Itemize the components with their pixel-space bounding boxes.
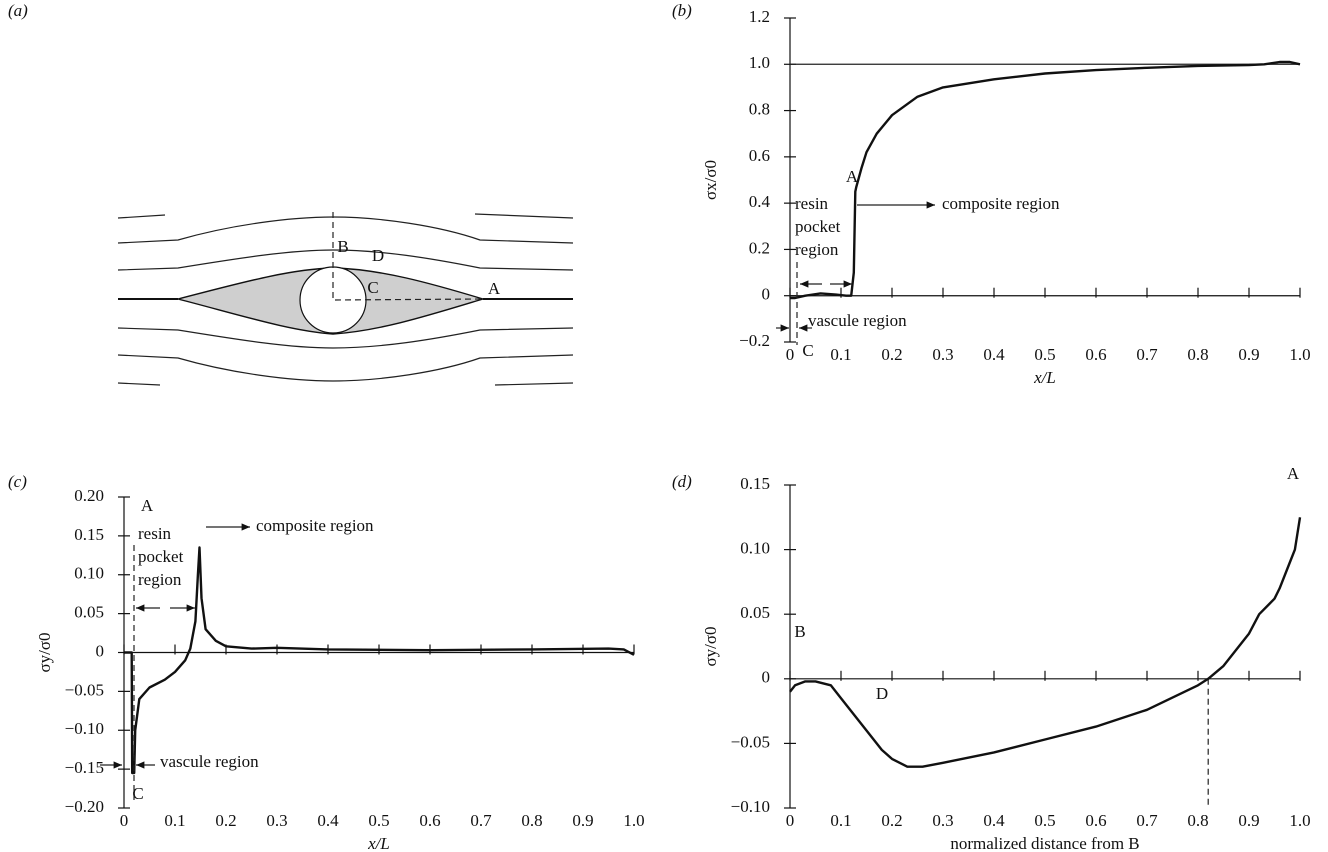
annotation: A [1287, 464, 1300, 483]
diagram [117, 212, 574, 386]
y-tick-label: 0.4 [749, 192, 771, 211]
x-tick-label: 0.3 [266, 811, 287, 830]
x-tick-label: 1.0 [1289, 811, 1310, 830]
x-tick-label: 0.6 [419, 811, 440, 830]
x-tick-label: 0.1 [830, 345, 851, 364]
y-tick-label: −0.20 [65, 797, 104, 816]
annotation: vascule region [808, 311, 907, 330]
y-tick-label: 0 [762, 285, 771, 304]
x-tick-label: 0.1 [164, 811, 185, 830]
x-tick-label: 0.7 [470, 811, 492, 830]
annotation: pocket [138, 547, 184, 566]
x-tick-label: 0.9 [1238, 811, 1259, 830]
y-tick-label: −0.2 [739, 331, 770, 350]
x-tick-label: 0 [120, 811, 129, 830]
point-label: D [372, 246, 384, 265]
y-axis-label: σy/σ0 [35, 632, 54, 672]
y-tick-label: 0 [762, 668, 771, 687]
x-tick-label: 0.3 [932, 811, 953, 830]
x-tick-label: 0.4 [983, 811, 1005, 830]
y-tick-label: −0.05 [65, 680, 104, 699]
y-tick-label: 0.10 [740, 539, 770, 558]
annotation: B [794, 622, 805, 641]
y-axis-label: σx/σ0 [701, 160, 720, 200]
x-tick-label: 0.8 [1187, 811, 1208, 830]
x-tick-label: 0.8 [1187, 345, 1208, 364]
x-tick-label: 0.3 [932, 345, 953, 364]
x-tick-label: 0.4 [983, 345, 1005, 364]
annotation: C [802, 341, 813, 360]
x-axis-label: x/L [367, 834, 390, 852]
y-axis-label: σy/σ0 [701, 626, 720, 666]
y-tick-label: 0 [96, 641, 105, 660]
point-label: B [337, 237, 348, 256]
annotation: region [795, 240, 839, 259]
y-tick-label: 1.2 [749, 7, 770, 26]
y-tick-label: 1.0 [749, 53, 770, 72]
point-label: C [367, 278, 378, 297]
annotation: C [132, 784, 143, 803]
data-line [790, 60, 1301, 300]
y-tick-label: 0.05 [74, 603, 104, 622]
y-tick-label: 0.10 [74, 564, 104, 583]
y-tick-label: 0.6 [749, 146, 770, 165]
annotation: pocket [795, 217, 841, 236]
y-tick-label: 0.15 [74, 525, 104, 544]
x-tick-label: 0.5 [1034, 811, 1055, 830]
y-tick-label: −0.10 [65, 719, 104, 738]
x-tick-label: 0.5 [1034, 345, 1055, 364]
y-tick-label: 0.15 [740, 474, 770, 493]
x-tick-label: 0 [786, 345, 795, 364]
x-tick-label: 0.8 [521, 811, 542, 830]
panel-label: (a) [8, 1, 28, 20]
x-tick-label: 0.5 [368, 811, 389, 830]
y-tick-label: −0.15 [65, 758, 104, 777]
x-tick-label: 0.7 [1136, 345, 1158, 364]
x-tick-label: 1.0 [623, 811, 644, 830]
annotation: A [846, 167, 859, 186]
panel-label: (d) [672, 472, 692, 491]
y-tick-label: 0.8 [749, 99, 770, 118]
annotation: composite region [942, 194, 1060, 213]
x-tick-label: 0.9 [1238, 345, 1259, 364]
y-tick-label: 0.05 [740, 603, 770, 622]
panel-label: (b) [672, 1, 692, 20]
x-tick-label: 0.2 [881, 811, 902, 830]
x-tick-label: 0.1 [830, 811, 851, 830]
annotation: resin [795, 194, 829, 213]
x-axis-label: normalized distance from B [950, 834, 1139, 852]
annotation: region [138, 570, 182, 589]
panel-label: (c) [8, 472, 27, 491]
x-tick-label: 0.2 [881, 345, 902, 364]
x-tick-label: 0.6 [1085, 345, 1106, 364]
y-tick-label: −0.05 [731, 732, 770, 751]
y-tick-label: 0.20 [74, 486, 104, 505]
y-tick-label: 0.2 [749, 238, 770, 257]
x-tick-label: 0.6 [1085, 811, 1106, 830]
x-tick-label: 1.0 [1289, 345, 1310, 364]
y-tick-label: −0.10 [731, 797, 770, 816]
x-tick-label: 0.7 [1136, 811, 1158, 830]
data-line [789, 517, 1302, 768]
x-tick-label: 0.2 [215, 811, 236, 830]
annotation: D [876, 684, 888, 703]
annotation: A [141, 496, 154, 515]
annotation: vascule region [160, 752, 259, 771]
x-tick-label: 0.9 [572, 811, 593, 830]
x-axis-label: x/L [1033, 368, 1056, 387]
annotation: composite region [256, 516, 374, 535]
data-line [124, 546, 635, 775]
x-tick-label: 0.4 [317, 811, 339, 830]
point-label: A [488, 279, 501, 298]
annotation: resin [138, 524, 172, 543]
x-tick-label: 0 [786, 811, 795, 830]
